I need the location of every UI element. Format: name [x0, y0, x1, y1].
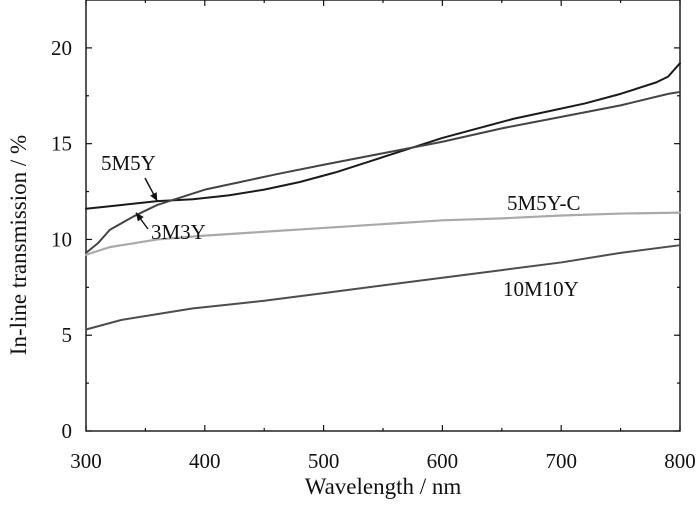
x-tick-label: 700 [545, 449, 577, 473]
series-line-5m5y [85, 62, 681, 210]
axes-layer: 300 400 500 600 700 800 0 5 10 15 20 [51, 0, 696, 473]
y-tick-label: 10 [51, 227, 72, 251]
x-tick-label: 500 [308, 449, 340, 473]
y-axis-label: In-line transmission / % [6, 135, 31, 355]
series-line-10m10y [85, 244, 681, 331]
x-axis-label: Wavelength / nm [305, 474, 462, 499]
annotation-label-5m5y: 5M5Y [101, 151, 156, 175]
annotation-arrowhead-5m5y [150, 192, 158, 202]
y-tick-label: 20 [51, 36, 72, 60]
y-tick-label: 5 [62, 323, 73, 347]
series-line-3m3y [85, 90, 681, 254]
annotation-label-5m5y-c: 5M5Y-C [507, 191, 581, 215]
annotation-layer: 5M5Y 3M3Y 5M5Y-C 10M10Y [101, 151, 581, 301]
series-line-5m5y-c [84, 211, 682, 256]
y-tick-label: 15 [51, 132, 72, 156]
x-tick-label: 800 [664, 449, 696, 473]
x-tick-label: 400 [189, 449, 221, 473]
x-tick-label: 300 [70, 449, 102, 473]
y-tick-label: 0 [62, 419, 73, 443]
annotation-label-10m10y: 10M10Y [503, 277, 579, 301]
annotation-arrowhead-3m3y [135, 212, 144, 222]
x-tick-label: 600 [427, 449, 459, 473]
series-layer [84, 62, 682, 331]
annotation-label-3m3y: 3M3Y [151, 220, 206, 244]
